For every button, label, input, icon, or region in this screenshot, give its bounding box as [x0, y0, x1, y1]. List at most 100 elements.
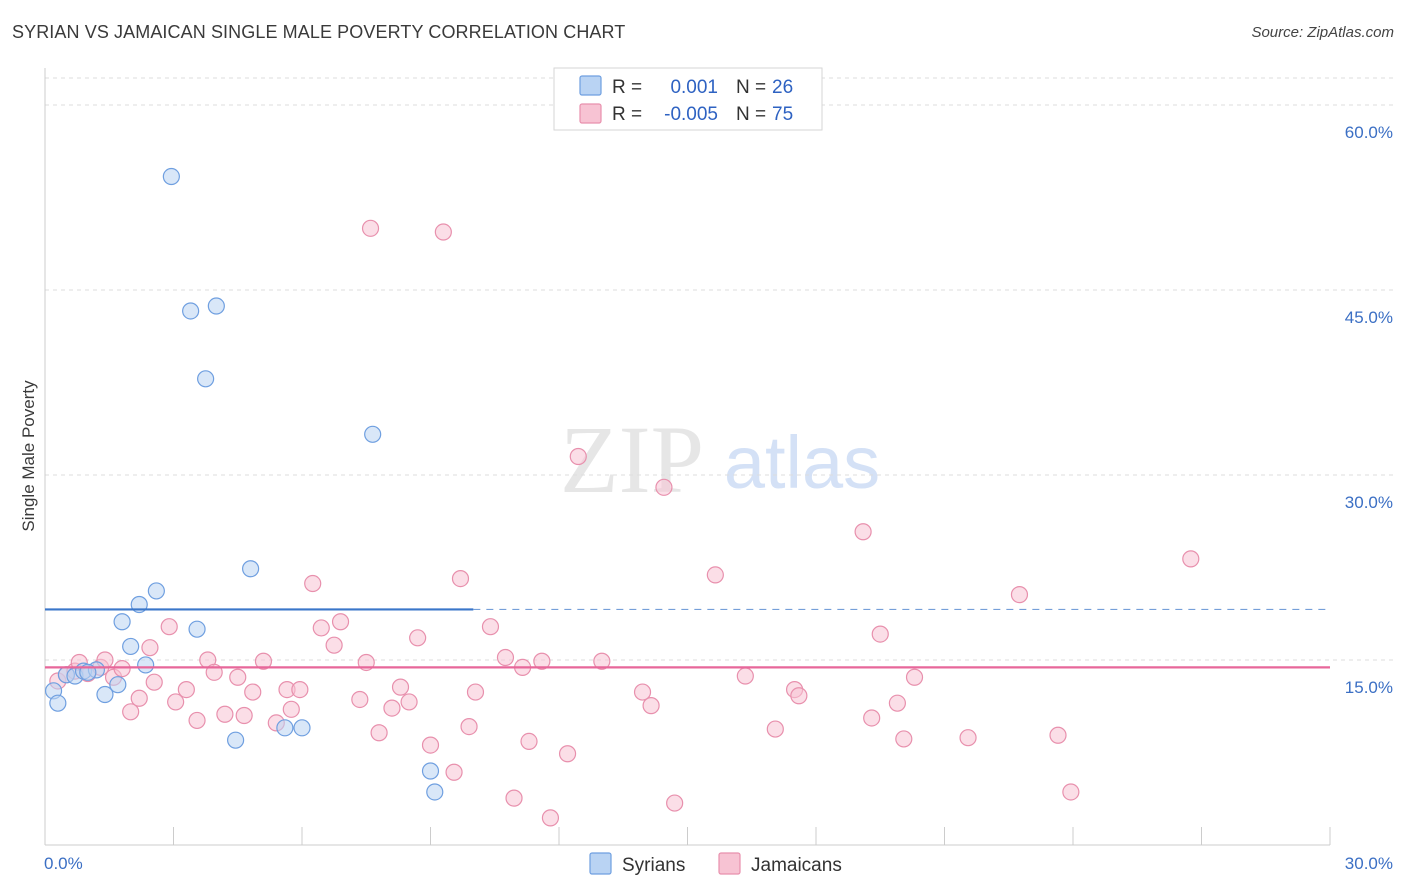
jamaican-point: [370, 724, 388, 742]
syrian-point: [188, 620, 206, 638]
syrian-point: [49, 694, 67, 712]
jamaican-point: [391, 678, 410, 696]
jamaican-point: [351, 690, 369, 709]
jamaican-point: [959, 729, 977, 747]
jamaican-point: [216, 705, 234, 723]
syrian-point: [242, 560, 260, 578]
jamaican-point: [481, 618, 500, 636]
jamaican-point: [505, 789, 523, 807]
jamaican-point: [766, 720, 784, 738]
jamaicans-r-label: R =: [612, 104, 642, 125]
jamaicans-points: [49, 219, 1200, 827]
jamaican-point: [145, 673, 163, 691]
jamaican-point: [130, 689, 148, 707]
syrian-point: [113, 613, 131, 631]
jamaican-point: [122, 703, 140, 721]
jamaican-point: [244, 683, 262, 701]
y-tick-label: 60.0%: [1345, 123, 1393, 142]
jamaican-point: [520, 732, 538, 751]
jamaican-point: [888, 694, 906, 712]
series-legend: Syrians Jamaicans: [589, 852, 842, 876]
jamaican-point: [1062, 783, 1080, 801]
jamaican-point: [666, 794, 684, 812]
syrian-point: [207, 297, 225, 315]
y-tick-label: 30.0%: [1345, 493, 1393, 512]
y-tick-labels: 15.0% 30.0% 45.0% 60.0%: [1345, 123, 1393, 697]
jamaican-point: [400, 693, 418, 711]
syrian-point: [227, 731, 245, 749]
syrian-point: [197, 370, 215, 388]
jamaican-point: [312, 619, 330, 637]
syrian-point: [137, 656, 155, 674]
x-tick-label: 0.0%: [44, 854, 83, 873]
jamaican-point: [160, 618, 178, 636]
syrians-r-label: R =: [612, 77, 642, 98]
syrian-point: [96, 685, 114, 704]
jamaican-point: [434, 223, 452, 241]
y-tick-label: 45.0%: [1345, 308, 1393, 327]
jamaican-point: [642, 697, 660, 715]
syrian-point: [147, 582, 165, 600]
syrians-n-value: 26: [772, 77, 793, 98]
jamaican-point: [533, 652, 551, 670]
source-label: Source: ZipAtlas.com: [1251, 24, 1394, 41]
jamaican-point: [569, 447, 587, 466]
jamaican-point: [451, 569, 470, 588]
jamaican-point: [541, 809, 560, 827]
watermark-atlas: atlas: [724, 421, 880, 504]
jamaican-point: [895, 730, 913, 748]
axis-layer: [44, 68, 1331, 846]
syrians-series-label: Syrians: [622, 855, 685, 876]
jamaicans-series-label: Jamaicans: [751, 855, 842, 876]
y-tick-label: 15.0%: [1345, 678, 1393, 697]
jamaicans-legend-swatch: [579, 103, 602, 124]
jamaican-point: [141, 639, 159, 657]
jamaican-point: [421, 736, 440, 754]
jamaican-point: [177, 680, 195, 699]
syrian-point: [276, 719, 294, 737]
syrian-point: [426, 783, 444, 801]
jamaicans-series-swatch: [718, 852, 741, 875]
syrians-points: [44, 167, 444, 801]
jamaican-point: [496, 648, 515, 667]
jamaican-point: [331, 613, 350, 631]
jamaican-point: [254, 652, 273, 670]
jamaican-point: [1049, 726, 1067, 744]
jamaican-point: [593, 652, 611, 670]
jamaican-point: [1010, 586, 1029, 604]
syrian-point: [364, 425, 382, 443]
jamaican-point: [905, 668, 924, 686]
jamaican-point: [291, 680, 309, 699]
syrian-point: [182, 302, 200, 320]
jamaican-point: [790, 687, 808, 705]
jamaican-point: [445, 763, 463, 781]
jamaican-point: [871, 625, 889, 643]
jamaican-point: [854, 523, 872, 541]
syrian-point: [122, 637, 140, 656]
syrian-point: [421, 762, 440, 780]
stats-legend: R = 0.001 N = 26 R = -0.005 N = 75: [553, 67, 823, 131]
jamaican-point: [325, 636, 343, 654]
jamaicans-r-value: -0.005: [664, 104, 718, 125]
y-axis-label: Single Male Poverty: [19, 380, 38, 532]
jamaican-point: [361, 219, 380, 237]
syrians-legend-swatch: [579, 75, 602, 96]
jamaican-point: [460, 717, 478, 736]
jamaican-point: [383, 699, 401, 717]
jamaicans-n-value: 75: [772, 104, 793, 125]
jamaican-point: [304, 574, 322, 593]
jamaican-point: [633, 683, 652, 701]
jamaican-point: [409, 629, 427, 647]
x-tick-labels: 0.0% 30.0%: [44, 854, 1393, 873]
syrians-series-swatch: [589, 852, 612, 875]
jamaican-point: [282, 700, 300, 718]
syrian-point: [293, 719, 311, 737]
syrians-r-value: 0.001: [670, 77, 718, 98]
jamaicans-n-label: N =: [736, 104, 766, 125]
syrian-point: [109, 676, 127, 694]
jamaican-point: [113, 660, 131, 678]
syrians-n-label: N =: [736, 77, 766, 98]
jamaican-point: [655, 478, 673, 496]
jamaican-point: [1182, 550, 1200, 568]
